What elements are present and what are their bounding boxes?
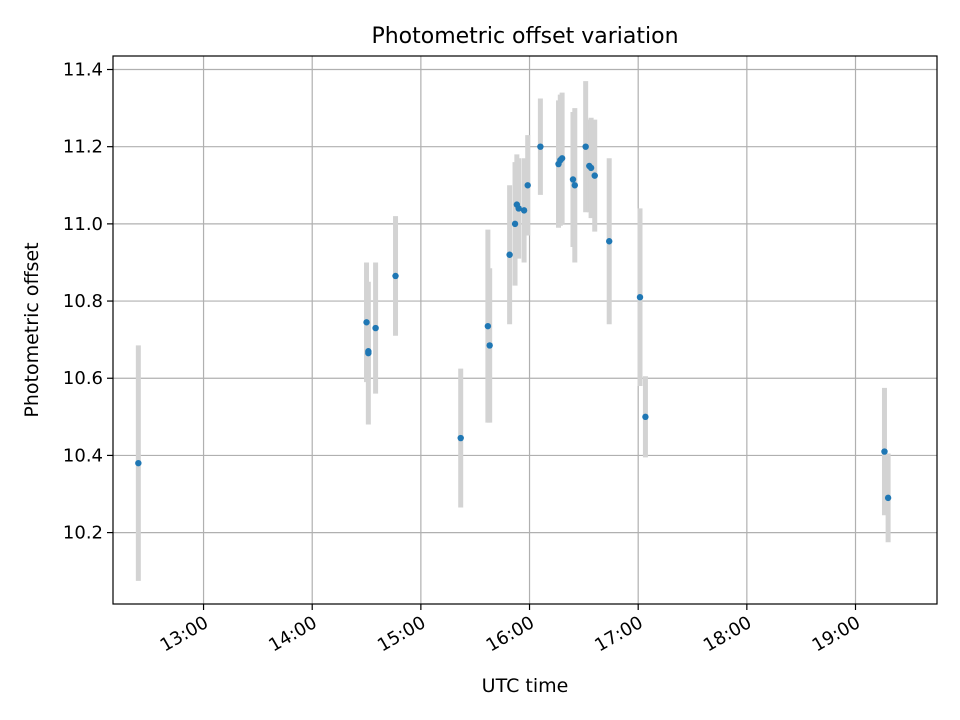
data-point <box>486 342 493 349</box>
y-tick-label: 11.0 <box>63 214 103 235</box>
data-points <box>135 143 892 502</box>
y-tick-label: 10.8 <box>63 291 103 312</box>
data-point <box>524 182 531 189</box>
data-point <box>484 322 492 330</box>
data-point <box>606 238 613 245</box>
y-tick-label: 10.4 <box>63 445 103 466</box>
data-point <box>511 220 519 228</box>
data-point <box>884 494 892 502</box>
data-point <box>392 272 399 280</box>
y-axis-label: Photometric offset <box>21 242 43 417</box>
y-tick-label: 10.2 <box>63 523 103 544</box>
data-point <box>582 143 589 150</box>
data-point <box>569 176 577 183</box>
plot-area-frame <box>112 55 938 605</box>
data-point <box>537 143 544 150</box>
y-tick-label: 10.6 <box>63 368 103 389</box>
data-point <box>520 207 528 214</box>
data-point <box>372 324 379 332</box>
data-point <box>571 182 579 189</box>
data-point <box>558 155 566 162</box>
data-point <box>642 413 649 421</box>
y-tick-label: 11.4 <box>63 60 103 81</box>
data-point <box>587 164 595 172</box>
data-point <box>515 205 522 212</box>
data-point <box>365 349 372 357</box>
y-tick-label: 11.2 <box>63 137 103 158</box>
x-axis-label: UTC time <box>482 675 569 697</box>
data-point <box>636 293 644 301</box>
y-axis-ticks: 10.2 10.4 10.6 10.8 11.0 11.2 11.4 <box>63 60 113 544</box>
data-point <box>363 319 370 326</box>
data-point <box>135 459 142 467</box>
data-point <box>881 448 888 455</box>
data-point <box>506 251 513 258</box>
data-point <box>591 172 598 179</box>
chart-title: Photometric offset variation <box>371 24 678 49</box>
data-point <box>457 434 464 442</box>
